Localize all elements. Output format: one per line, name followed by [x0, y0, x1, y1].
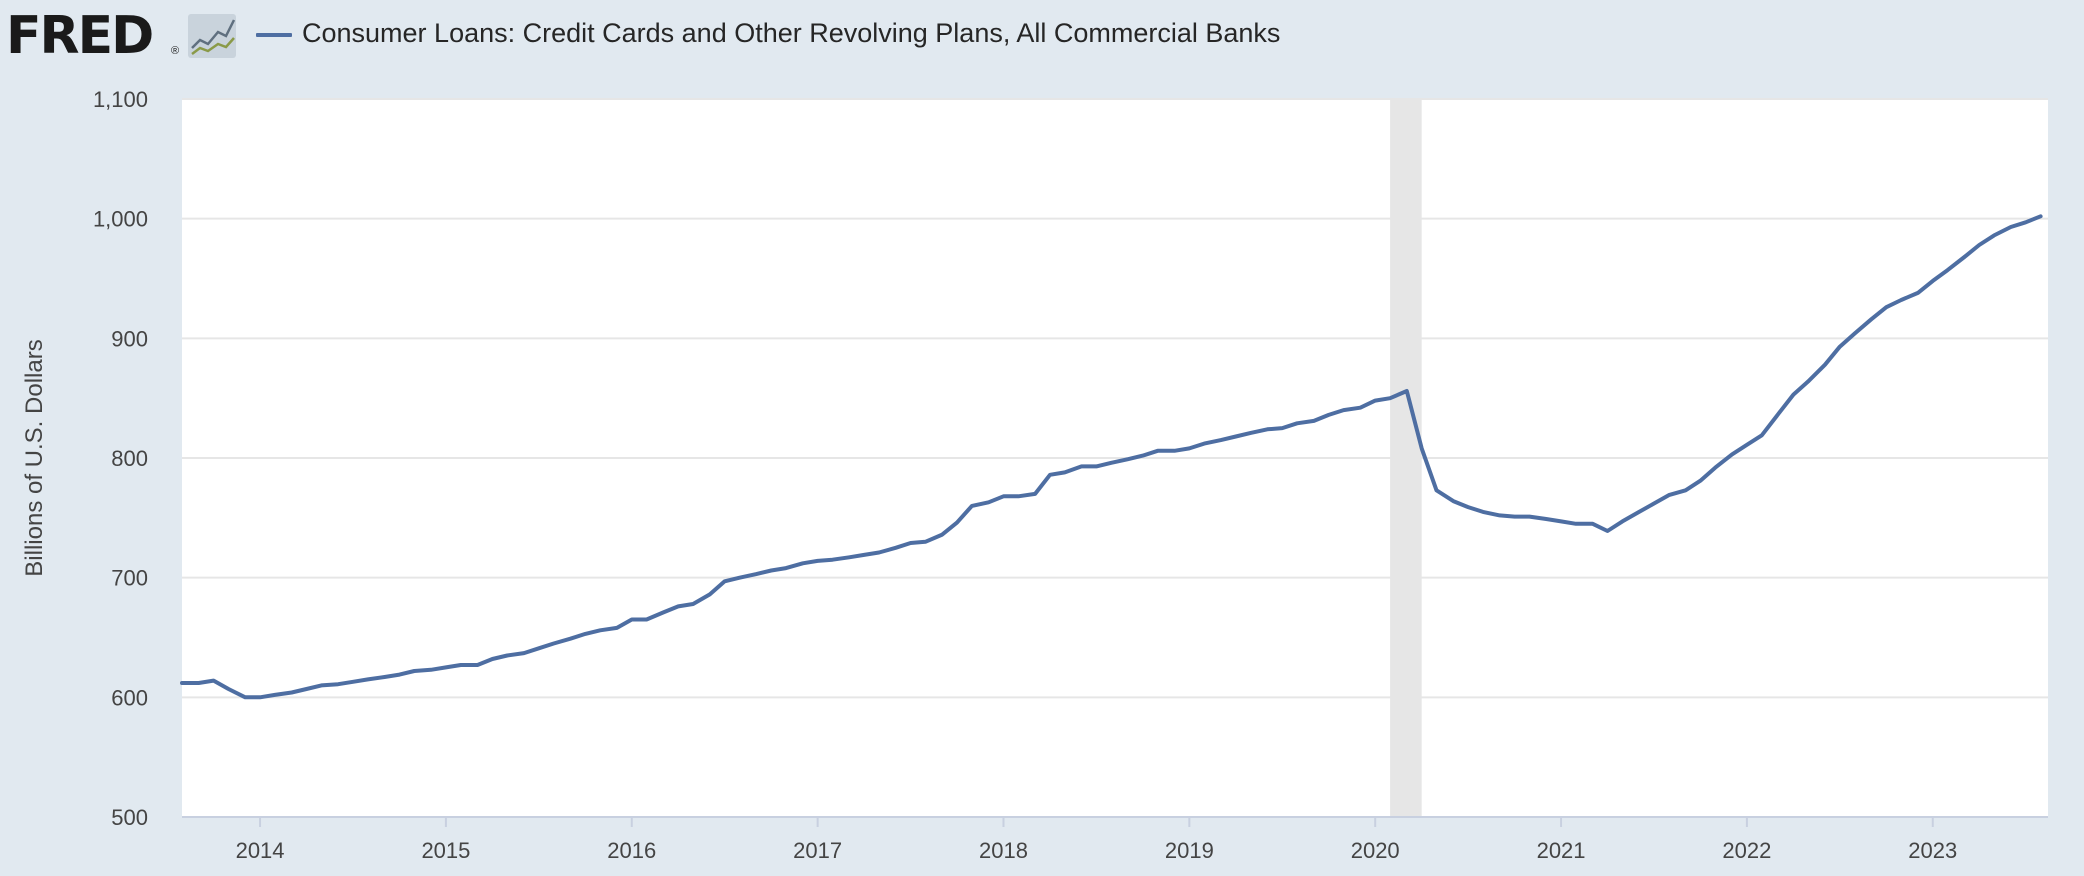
x-tick-label: 2015 — [421, 838, 470, 863]
legend-series-label[interactable]: Consumer Loans: Credit Cards and Other R… — [302, 18, 1281, 48]
x-tick-label: 2014 — [236, 838, 285, 863]
fred-logo[interactable]: FRED — [6, 6, 154, 66]
y-tick-label: 900 — [111, 326, 148, 351]
y-tick-label: 500 — [111, 805, 148, 830]
y-tick-label: 600 — [111, 685, 148, 710]
x-tick-label: 2023 — [1908, 838, 1957, 863]
y-axis-title: Billions of U.S. Dollars — [21, 339, 48, 576]
x-tick-label: 2019 — [1165, 838, 1214, 863]
x-tick-label: 2018 — [979, 838, 1028, 863]
x-tick-label: 2016 — [607, 838, 656, 863]
legend-swatch — [256, 33, 292, 37]
x-tick-label: 2020 — [1351, 838, 1400, 863]
y-tick-label: 700 — [111, 566, 148, 591]
line-graph-icon — [188, 14, 236, 58]
x-tick-label: 2017 — [793, 838, 842, 863]
gridlines — [182, 98, 2048, 699]
series-line-0[interactable] — [180, 214, 2043, 700]
y-tick-label: 1,000 — [93, 207, 148, 232]
chart-header: FRED ® Consumer Loans: Credit Cards and … — [0, 0, 2084, 70]
y-tick-label: 1,100 — [93, 87, 148, 112]
fred-logo-registered-mark: ® — [171, 45, 180, 57]
x-tick-label: 2022 — [1722, 838, 1771, 863]
y-tick-label: 800 — [111, 446, 148, 471]
series-layer — [180, 214, 2043, 700]
y-axis-ticks: 500 600 700 800 900 1,000 1,100 — [93, 87, 148, 830]
x-tick-label: 2021 — [1537, 838, 1586, 863]
x-axis-ticks: 2014 2015 2016 2017 2018 2019 2020 2021 2022 2023 — [236, 817, 1957, 863]
